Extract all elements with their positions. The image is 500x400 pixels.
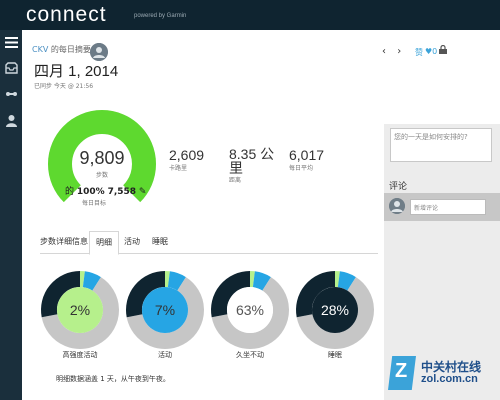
- donut-segment: [82, 271, 101, 291]
- daily-average-stat: 6,017 每日平均: [289, 147, 325, 172]
- donut-segment: [296, 277, 374, 349]
- donut-active: 7%: [126, 271, 204, 349]
- daily-goal: 的 100% 7,558 ✎: [65, 187, 147, 197]
- top-bar: connect powered by Garmin: [0, 0, 500, 30]
- donut-sedentary: 63%: [211, 271, 289, 349]
- donut-segment: [167, 271, 186, 291]
- donut-segment: [126, 271, 166, 318]
- add-comment-input[interactable]: 新增评论: [410, 199, 486, 215]
- watermark-cn: 中关村在线: [421, 360, 482, 374]
- donut-segment: [126, 277, 204, 349]
- detail-tabs: 步数详细信息 明细 活动 睡眠: [40, 231, 378, 255]
- steps-gauge: [48, 110, 156, 203]
- tab-step-details[interactable]: 步数详细信息: [40, 237, 88, 246]
- link-icon[interactable]: [5, 88, 18, 101]
- goal-percent: 100%: [76, 187, 105, 197]
- sync-status: 已同步 今天 @ 21:56: [34, 83, 94, 90]
- tab-activity[interactable]: 活动: [124, 237, 140, 246]
- donut-segment: [41, 271, 81, 318]
- commenter-avatar: [389, 198, 405, 214]
- summary-header: CKV 的每日摘要: [32, 44, 91, 55]
- donut-center: [312, 287, 358, 333]
- lock-icon[interactable]: [439, 45, 447, 54]
- donut-percent: 2%: [70, 302, 90, 318]
- donut-segment: [252, 271, 271, 291]
- distance-stat: 8.35 公里 距离: [229, 146, 275, 184]
- watermark-en: zol.com.cn: [421, 373, 478, 385]
- calories-stat: 2,609 卡路里: [169, 147, 205, 172]
- like-button[interactable]: 赞: [415, 48, 423, 57]
- summary-subtitle: 的每日摘要: [50, 45, 91, 54]
- day-navigation: ‹ ›: [382, 46, 401, 57]
- brand-logo[interactable]: connect: [26, 3, 107, 26]
- page-title: 四月 1, 2014: [34, 63, 119, 80]
- watermark-logo: [388, 356, 416, 390]
- steps-value: 9,809: [79, 148, 125, 168]
- donut-label: 久坐不动: [236, 351, 264, 359]
- day-note-input[interactable]: 您的一天是如何安排的?: [390, 128, 492, 162]
- breakdown-footnote: 明细数据涵盖 1 天，从午夜到午夜。: [56, 375, 170, 383]
- prev-day-icon[interactable]: ‹: [382, 46, 386, 57]
- donut-segment: [337, 271, 356, 291]
- donut-percent: 28%: [321, 302, 349, 318]
- donut-segment: [296, 271, 336, 318]
- watermark-z: Z: [395, 360, 408, 382]
- inbox-icon[interactable]: [5, 62, 18, 75]
- tab-breakdown[interactable]: 明细: [89, 231, 119, 255]
- donut-sleep: 28%: [296, 271, 374, 349]
- donut-high-intensity: 2%: [41, 271, 119, 349]
- donut-label: 活动: [158, 351, 172, 359]
- donut-percent: 7%: [155, 302, 175, 318]
- user-name-link[interactable]: CKV: [32, 45, 49, 54]
- left-sidebar: [0, 30, 22, 400]
- steps-label: 步数: [95, 172, 108, 179]
- comments-panel: 您的一天是如何安排的? 评论 新增评论: [384, 124, 500, 400]
- steps-gauge-fill: [48, 110, 156, 203]
- donut-segment: [211, 271, 251, 318]
- user-icon[interactable]: [5, 114, 18, 127]
- goal-label: 每日目标: [82, 200, 107, 207]
- comments-heading: 评论: [389, 182, 408, 192]
- heart-icon[interactable]: ♥0: [425, 47, 438, 56]
- donut-label: 高强度活动: [62, 351, 98, 359]
- add-comment-row: 新增评论: [384, 193, 500, 221]
- donut-segment: [211, 277, 289, 349]
- donut-percent: 63%: [236, 302, 264, 318]
- main-content: CKV 的每日摘要 四月 1, 2014 已同步 今天 @ 21:56 ‹ › …: [22, 30, 500, 400]
- donut-center: [142, 287, 188, 333]
- tab-sleep[interactable]: 睡眠: [152, 237, 168, 246]
- donut-segment: [41, 277, 119, 349]
- edit-goal-icon[interactable]: ✎: [138, 187, 147, 197]
- goal-target: 7,558: [107, 187, 137, 197]
- menu-icon[interactable]: [5, 36, 18, 49]
- donut-center: [57, 287, 103, 333]
- next-day-icon[interactable]: ›: [397, 46, 402, 57]
- donut-label: 睡眠: [328, 351, 342, 359]
- powered-by-text: powered by Garmin: [134, 13, 187, 19]
- donut-center: [227, 287, 273, 333]
- like-count: 0: [432, 47, 438, 56]
- user-avatar[interactable]: [90, 43, 108, 61]
